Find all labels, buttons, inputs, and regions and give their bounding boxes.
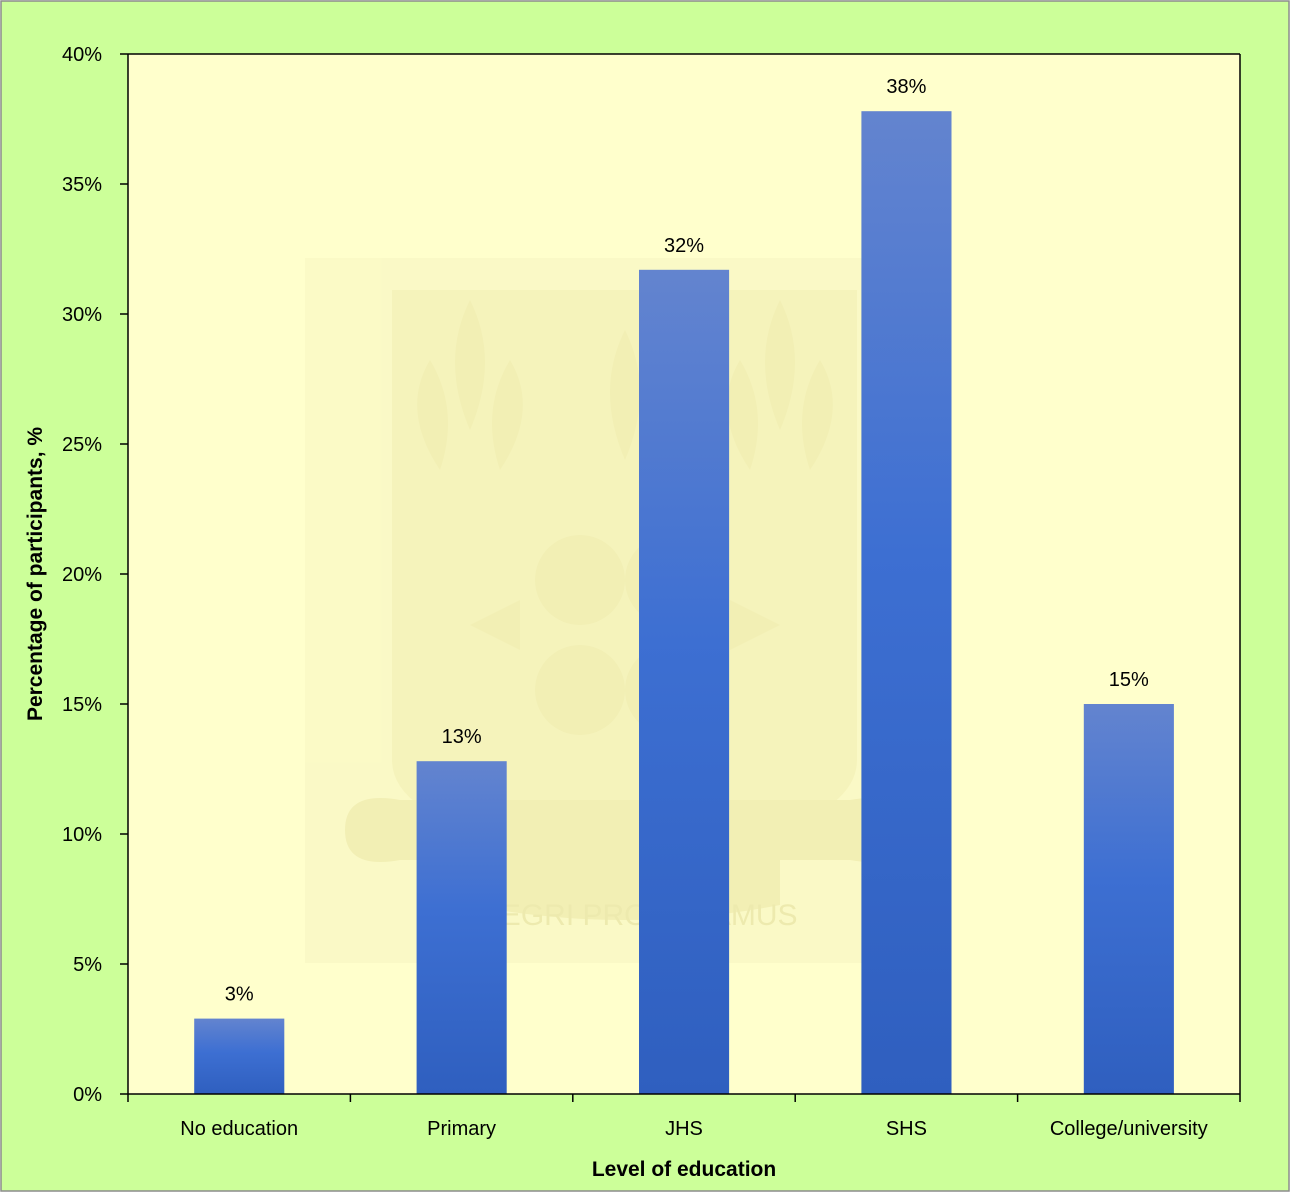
watermark-motto: INTEGRI PROCEDAMUS (452, 899, 797, 932)
y-tick-label-6: 30% (62, 304, 102, 326)
y-tick-label-1: 5% (73, 954, 102, 976)
y-axis: 0% 5% 10% 15% 20% 25% 30% 35% 40% (62, 44, 129, 1106)
data-label-4: 15% (1109, 669, 1149, 691)
data-labels-layer: 3% 13% 32% 38% 15% (225, 76, 1149, 1005)
crest-watermark: INTEGRI PROCEDAMUS (305, 258, 940, 963)
x-tick-label-3: SHS (886, 1118, 927, 1140)
x-tick-label-2: JHS (665, 1118, 703, 1140)
data-label-1: 13% (442, 726, 482, 748)
bar-3 (861, 111, 952, 1094)
bars-layer (194, 111, 1174, 1094)
data-label-3: 38% (886, 76, 926, 98)
y-tick-label-2: 10% (62, 824, 102, 846)
bar-1 (416, 761, 507, 1094)
y-tick-label-8: 40% (62, 44, 102, 66)
bar-0 (194, 1018, 285, 1094)
bar-4 (1083, 704, 1174, 1094)
x-tick-label-0: No education (180, 1118, 298, 1140)
y-tick-label-7: 35% (62, 174, 102, 196)
x-axis: No education Primary JHS SHS College/univers… (127, 1093, 1241, 1140)
bar-2 (639, 269, 730, 1094)
x-tick-label-1: Primary (427, 1118, 496, 1140)
y-tick-label-0: 0% (73, 1084, 102, 1106)
y-axis-title: Percentage of participants, % (24, 427, 47, 721)
x-axis-title: Level of education (592, 1158, 776, 1181)
x-tick-label-4: College/university (1050, 1118, 1208, 1140)
data-label-2: 32% (664, 235, 704, 257)
y-tick-label-3: 15% (62, 694, 102, 716)
y-tick-label-5: 25% (62, 434, 102, 456)
y-tick-label-4: 20% (62, 564, 102, 586)
data-label-0: 3% (225, 984, 254, 1006)
